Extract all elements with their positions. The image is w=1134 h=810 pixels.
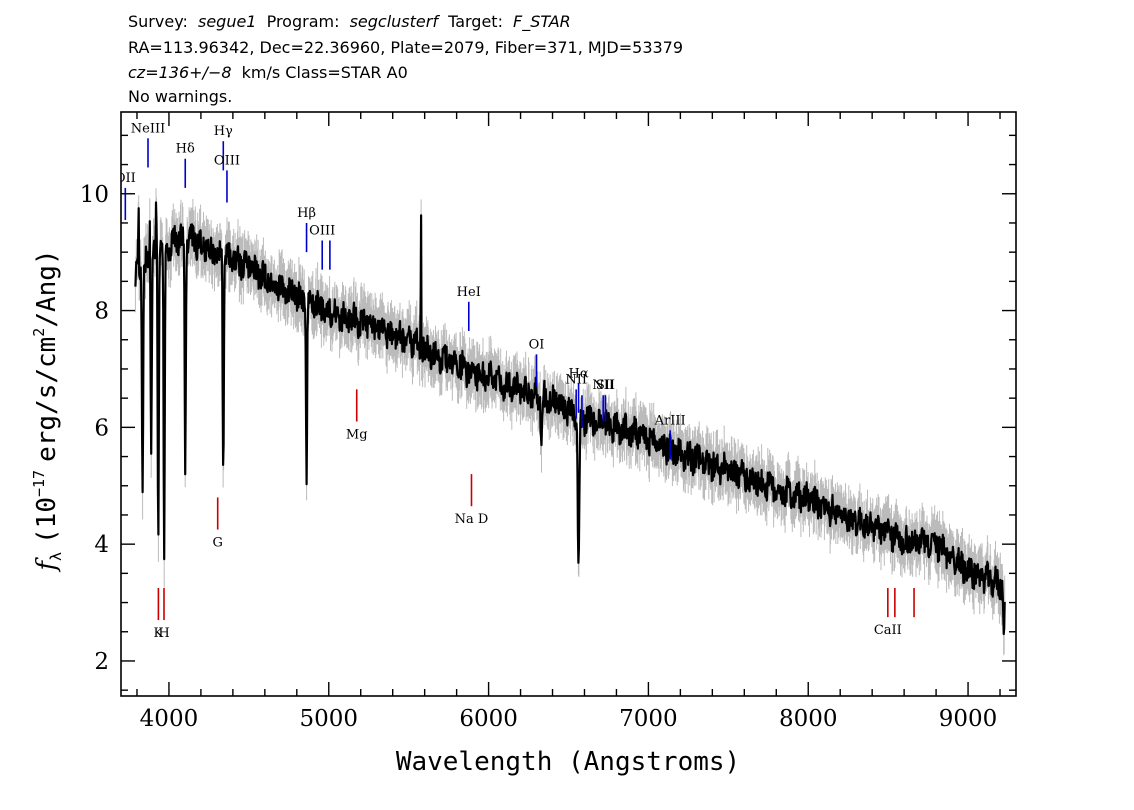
header-line-1: Survey: segue1 Program: segclusterf Targ… — [128, 12, 571, 32]
line-markers: NeIIIHδHγOIIIOIIHβOIIIHeIOINIIHαNIISIIAr… — [115, 121, 915, 641]
absorption-line-label: G — [212, 536, 222, 551]
plot-frame — [120, 111, 1017, 697]
x-tick-label: 6000 — [459, 706, 518, 732]
absorption-line-label: Mg — [346, 428, 368, 443]
emission-line-label: Hδ — [176, 142, 195, 157]
emission-line-label: Hα — [569, 367, 589, 382]
y-axis-title-units-a: erg/s/cm — [32, 337, 62, 462]
y-axis-title-units-sup: 2 — [30, 328, 48, 337]
emission-line-label: OIII — [309, 223, 335, 238]
emission-line-label: ArIII — [654, 413, 686, 428]
emission-line-label: OIII — [214, 153, 240, 168]
y-tick-label: 6 — [94, 415, 109, 441]
y-tick-label: 2 — [94, 649, 109, 675]
header: Survey: segue1 Program: segclusterf Targ… — [128, 12, 683, 106]
y-axis-title-units-b: /Ang) — [32, 249, 62, 327]
x-axis: 4000 5000 6000 7000 8000 9000 — [136, 112, 1001, 732]
emission-line-label: OI — [529, 337, 545, 352]
survey-label: Survey: — [128, 12, 188, 31]
x-tick-label: 8000 — [779, 706, 838, 732]
y-tick-label: 8 — [94, 299, 109, 325]
absorption-line-label: CaII — [874, 623, 902, 638]
survey-value: segue1 — [198, 12, 257, 31]
emission-line-label: HeI — [457, 285, 481, 300]
emission-line-label: Hγ — [214, 124, 233, 139]
program-label: Program: — [267, 12, 340, 31]
y-axis-title: fλ(10−17erg/s/cm2/Ang) — [30, 249, 65, 572]
x-axis-title: Wavelength (Angstroms) — [396, 747, 740, 777]
absorption-line-label: K — [154, 626, 164, 641]
x-tick-label: 9000 — [939, 706, 998, 732]
flux-series — [134, 201, 1006, 636]
plot-area: NeIIIHδHγOIIIOIIHβOIIIHeIOINIIHαNIISIIAr… — [115, 121, 1006, 656]
emission-line-label: Hβ — [297, 206, 316, 221]
y-axis-title-open: (10 — [32, 497, 62, 544]
x-tick-label: 5000 — [299, 706, 358, 732]
y-axis-title-sub: λ — [47, 552, 65, 561]
emission-line-label: OII — [115, 171, 136, 186]
absorption-line-label: Na D — [455, 512, 489, 527]
header-line-3: cz=136+/−8 km/s Class=STAR A0 — [128, 63, 408, 82]
flux-error-series — [134, 188, 1006, 656]
header-line-4: No warnings. — [128, 87, 232, 106]
emission-line-label: NII — [565, 372, 587, 387]
target-label: Target: — [447, 12, 503, 31]
y-axis-title-exp: −17 — [30, 470, 48, 497]
emission-line-label: SII — [596, 378, 615, 393]
y-tick-label: 10 — [80, 182, 109, 208]
y-tick-label: 4 — [94, 532, 109, 558]
redshift-value: cz=136+/−8 — [128, 63, 232, 82]
class-value: km/s Class=STAR A0 — [242, 63, 408, 82]
x-tick-label: 7000 — [619, 706, 678, 732]
emission-line-label: NeIII — [131, 121, 165, 136]
program-value: segclusterf — [350, 12, 441, 31]
absorption-line-label: H — [158, 626, 169, 641]
x-tick-label: 4000 — [140, 706, 199, 732]
header-line-2: RA=113.96342, Dec=22.36960, Plate=2079, … — [128, 38, 683, 57]
target-value: F_STAR — [513, 12, 571, 32]
emission-line-label: NII — [592, 378, 614, 393]
y-axis: 2 4 6 8 10 — [80, 134, 1016, 691]
